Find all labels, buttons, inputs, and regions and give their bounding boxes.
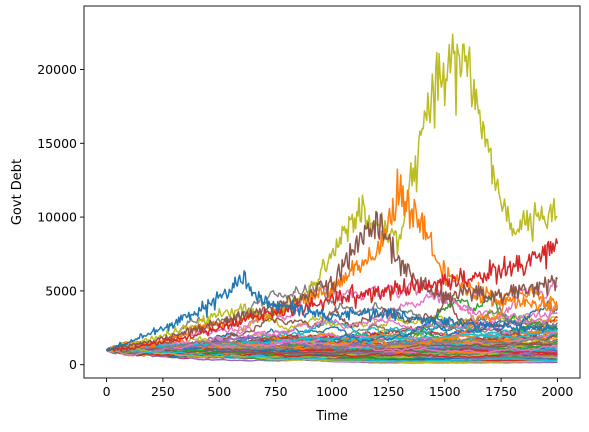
x-tick-label: 750: [264, 384, 288, 399]
x-axis-ticks: 0 250 500 750 1000 1250 1500 1750 2000: [103, 378, 574, 399]
series-line-highlight: [106, 168, 559, 352]
y-tick-label: 0: [69, 357, 77, 372]
x-tick-label: 1000: [316, 384, 348, 399]
x-tick-label: 250: [151, 384, 175, 399]
x-tick-label: 500: [207, 384, 231, 399]
series-layer: [106, 33, 559, 364]
x-tick-label: 0: [103, 384, 111, 399]
series-line: [106, 348, 558, 364]
series-line: [106, 347, 558, 362]
y-tick-label: 20000: [37, 62, 77, 77]
y-tick-label: 10000: [37, 210, 77, 225]
series-line-highlight: [106, 270, 559, 352]
x-tick-label: 1500: [429, 384, 461, 399]
series-line-highlight: [106, 33, 558, 352]
x-tick-label: 1750: [485, 384, 517, 399]
series-line: [106, 336, 558, 353]
y-axis-ticks: 0 5000 10000 15000 20000: [37, 62, 84, 372]
x-tick-label: 1250: [372, 384, 404, 399]
series-line-highlight: [106, 210, 559, 352]
x-axis-label: Time: [315, 409, 348, 424]
y-tick-label: 5000: [45, 283, 77, 298]
x-tick-label: 2000: [542, 384, 574, 399]
y-axis-label: Govt Debt: [10, 159, 25, 225]
series-line-highlight: [106, 238, 559, 352]
y-tick-label: 15000: [37, 136, 77, 151]
